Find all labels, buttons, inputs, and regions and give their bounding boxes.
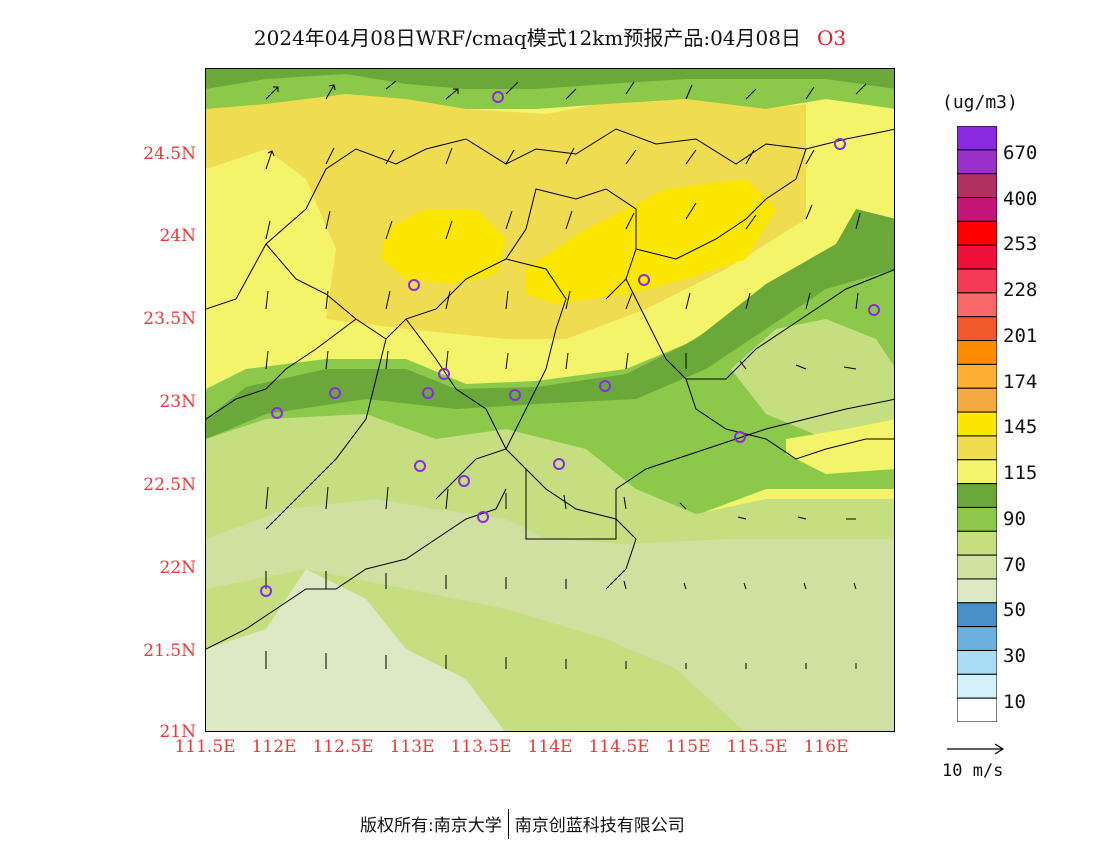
lon-label-113: 113E bbox=[389, 737, 435, 757]
band-50 bbox=[206, 569, 505, 731]
scale-swatch bbox=[957, 483, 997, 508]
scale-swatch bbox=[957, 363, 997, 389]
scale-swatch bbox=[957, 340, 997, 365]
scale-swatch bbox=[957, 626, 997, 651]
lon-label-114: 114E bbox=[527, 737, 573, 757]
scale-label-400: 400 bbox=[1003, 188, 1038, 210]
lon-label-115.5: 115.5E bbox=[726, 737, 788, 757]
lon-label-114.5: 114.5E bbox=[588, 737, 650, 757]
scale-label-70: 70 bbox=[1003, 554, 1026, 576]
lat-label-21.5: 21.5N bbox=[143, 641, 196, 661]
lat-label-22: 22N bbox=[159, 558, 196, 578]
scale-swatch bbox=[957, 268, 997, 294]
copyright-right: 南京创蓝科技有限公司 bbox=[514, 816, 685, 836]
scale-label-115: 115 bbox=[1003, 462, 1038, 484]
boundary-inner-5 bbox=[405, 318, 507, 500]
map-title: 2024年04月08日WRF/cmaq模式12km预报产品:04月08日 O3 bbox=[0, 22, 1100, 51]
band-145-east bbox=[526, 179, 776, 304]
boundary-guangdong bbox=[206, 128, 894, 310]
copyright-footer: 版权所有:南京大学 南京创蓝科技有限公司 bbox=[360, 809, 685, 841]
band-80-north bbox=[206, 74, 894, 109]
scale-swatch bbox=[957, 673, 997, 699]
scale-swatch bbox=[957, 578, 997, 604]
coastline bbox=[206, 488, 507, 650]
band-115-west bbox=[206, 149, 336, 349]
color-scale bbox=[957, 126, 997, 722]
lon-label-112: 112E bbox=[251, 737, 297, 757]
scale-swatch bbox=[957, 649, 997, 675]
boundary-inner-3 bbox=[635, 148, 807, 260]
scale-swatch bbox=[957, 435, 997, 461]
scale-swatch bbox=[957, 554, 997, 580]
scale-label-253: 253 bbox=[1003, 233, 1038, 255]
scale-swatch bbox=[957, 387, 997, 413]
boundary-hongkong bbox=[525, 469, 617, 540]
scale-swatch bbox=[957, 530, 997, 556]
band-60-east bbox=[731, 319, 894, 439]
scale-label-90: 90 bbox=[1003, 508, 1026, 530]
boundary-inner-6 bbox=[265, 338, 387, 530]
scale-swatch bbox=[957, 411, 997, 437]
scale-swatch bbox=[957, 459, 997, 485]
scale-label-50: 50 bbox=[1003, 599, 1026, 621]
boundary-inner-9 bbox=[685, 378, 894, 460]
scale-swatch bbox=[957, 173, 997, 199]
stations bbox=[260, 91, 880, 597]
units-label: (ug/m3) bbox=[942, 92, 1018, 113]
boundary-inner-8 bbox=[505, 448, 637, 590]
lon-label-116: 116E bbox=[803, 737, 849, 757]
scale-swatch bbox=[957, 602, 997, 628]
band-145-west bbox=[381, 209, 506, 284]
copyright-left: 版权所有:南京大学 bbox=[360, 816, 502, 836]
scale-swatch bbox=[957, 149, 997, 175]
scale-swatch bbox=[957, 244, 997, 270]
scale-swatch bbox=[957, 292, 997, 318]
ozone-forecast-map bbox=[205, 68, 895, 732]
boundary-inner-7 bbox=[206, 318, 357, 420]
lon-label-112.5: 112.5E bbox=[312, 737, 374, 757]
scale-label-30: 30 bbox=[1003, 645, 1026, 667]
wind-reference-arrow bbox=[947, 743, 1005, 755]
band-90 bbox=[206, 209, 894, 439]
species-label: O3 bbox=[816, 26, 847, 50]
scale-label-145: 145 bbox=[1003, 416, 1038, 438]
boundary-inner-2 bbox=[505, 258, 567, 450]
band-115-east bbox=[786, 419, 894, 474]
scale-swatch bbox=[957, 506, 997, 532]
lat-label-22.5: 22.5N bbox=[143, 475, 196, 495]
wind-reference-label: 10 m/s bbox=[942, 761, 1004, 781]
footer-divider bbox=[507, 809, 509, 839]
scale-label-228: 228 bbox=[1003, 279, 1038, 301]
title-text: 2024年04月08日WRF/cmaq模式12km预报产品:04月08日 bbox=[253, 26, 801, 50]
scale-swatch bbox=[957, 316, 997, 342]
scale-label-201: 201 bbox=[1003, 325, 1038, 347]
lat-label-23.5: 23.5N bbox=[143, 309, 196, 329]
scale-label-670: 670 bbox=[1003, 142, 1038, 164]
lon-label-115: 115E bbox=[665, 737, 711, 757]
band-90-north bbox=[206, 69, 894, 99]
band-60 bbox=[206, 499, 894, 731]
scale-swatch bbox=[957, 126, 997, 151]
lat-label-24.5: 24.5N bbox=[143, 144, 196, 164]
lat-label-24: 24N bbox=[159, 226, 196, 246]
wind-arrows bbox=[265, 80, 867, 669]
lon-label-113.5: 113.5E bbox=[450, 737, 512, 757]
lat-label-21: 21N bbox=[159, 722, 196, 742]
lon-label-111.5: 111.5E bbox=[174, 737, 236, 757]
scale-label-174: 174 bbox=[1003, 371, 1038, 393]
lat-label-23: 23N bbox=[159, 392, 196, 412]
scale-swatch bbox=[957, 220, 997, 246]
scale-label-10: 10 bbox=[1003, 691, 1026, 713]
scale-swatch bbox=[957, 197, 997, 222]
scale-swatch bbox=[957, 697, 997, 722]
boundary-inner-4 bbox=[625, 269, 894, 380]
